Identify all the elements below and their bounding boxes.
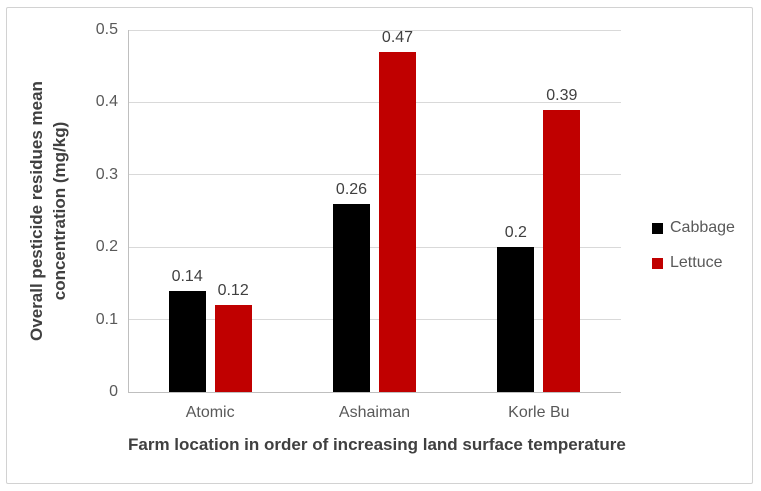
legend: Cabbage Lettuce xyxy=(652,219,735,291)
data-label-cabbage-korle-bu: 0.2 xyxy=(504,224,527,242)
legend-swatch-cabbage xyxy=(652,222,663,234)
legend-label-lettuce: Lettuce xyxy=(670,254,723,271)
data-label-cabbage-ashaiman: 0.26 xyxy=(335,180,368,198)
y-tick-label: 0.4 xyxy=(95,93,118,111)
y-axis-title: Overall pesticide residues mean concentr… xyxy=(25,1,71,421)
y-axis-line xyxy=(128,30,129,392)
y-axis-title-line-1: Overall pesticide residues mean xyxy=(27,81,46,341)
data-label-lettuce-ashaiman: 0.47 xyxy=(381,28,414,46)
bar-cabbage-ashaiman xyxy=(333,203,370,392)
bar-lettuce-korle-bu xyxy=(543,109,581,392)
x-axis-line xyxy=(128,392,621,393)
data-label-lettuce-atomic: 0.12 xyxy=(217,282,249,300)
gridline-0.4 xyxy=(128,101,621,103)
x-axis-title: Farm location in order of increasing lan… xyxy=(128,435,626,454)
category-label-korle-bu: Korle Bu xyxy=(508,404,570,421)
y-tick-label: 0.5 xyxy=(95,21,118,38)
y-tick-label: 0.1 xyxy=(95,310,118,328)
gridline-0.3 xyxy=(128,174,621,176)
bar-cabbage-atomic xyxy=(168,290,206,392)
category-label-ashaiman: Ashaiman xyxy=(338,404,411,421)
legend-item-lettuce: Lettuce xyxy=(652,254,735,271)
gridline-0.2 xyxy=(128,246,621,248)
data-label-cabbage-atomic: 0.14 xyxy=(171,267,203,285)
legend-swatch-lettuce xyxy=(652,257,663,269)
category-label-atomic: Atomic xyxy=(185,404,235,421)
legend-item-cabbage: Cabbage xyxy=(652,219,735,236)
bar-cabbage-korle-bu xyxy=(497,247,535,392)
legend-label-cabbage: Cabbage xyxy=(670,219,735,236)
gridline-0.5 xyxy=(128,29,621,31)
bar-lettuce-ashaiman xyxy=(379,51,416,392)
gridline-0.1 xyxy=(128,319,621,321)
data-label-lettuce-korle-bu: 0.39 xyxy=(546,86,578,104)
y-tick-label: 0 xyxy=(109,383,118,400)
bar-lettuce-atomic xyxy=(214,305,252,392)
y-axis-title-line-2: concentration (mg/kg) xyxy=(50,121,69,301)
y-tick-label: 0.2 xyxy=(95,238,118,256)
y-tick-label: 0.3 xyxy=(95,165,118,183)
